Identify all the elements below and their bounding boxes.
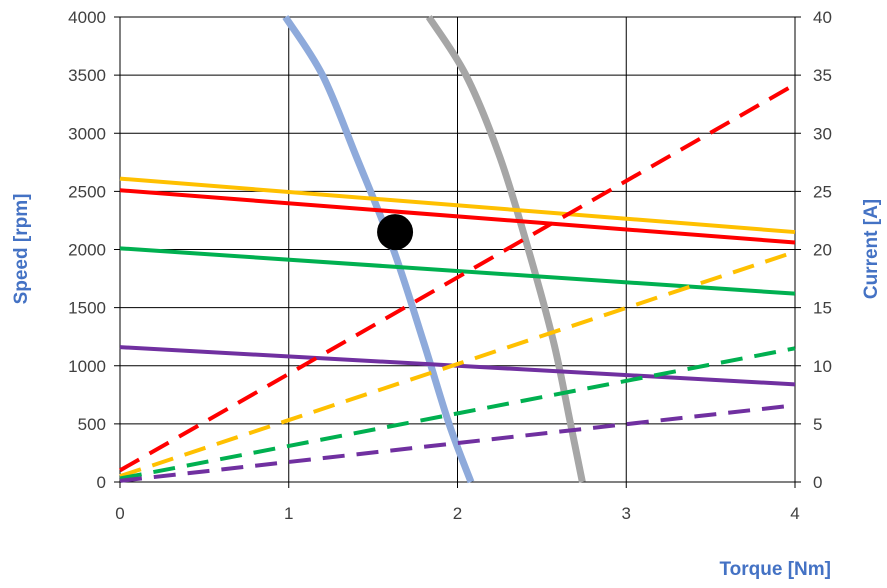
x-tick-label: 2	[453, 504, 462, 523]
series-current-red	[119, 82, 796, 473]
x-tick-label: 4	[790, 504, 799, 523]
y-axis-right-title: Current [A]	[861, 199, 882, 299]
y-left-tick-label: 2500	[68, 182, 106, 201]
series-speed-yellow	[119, 176, 796, 235]
operating-point-marker	[377, 214, 414, 251]
y-axis-left-title: Speed [rpm]	[11, 194, 32, 305]
y-right-tick-label: 35	[813, 66, 832, 85]
series-current-purple	[119, 403, 796, 483]
series-speed-red	[119, 188, 796, 245]
y-right-tick-label: 25	[813, 182, 832, 201]
series-current-green	[119, 346, 796, 481]
y-left-tick-label: 2000	[68, 241, 106, 260]
series-limit-gray	[425, 15, 586, 483]
y-left-tick-label: 1000	[68, 357, 106, 376]
y-left-tick-label: 500	[78, 415, 106, 434]
series-speed-green	[119, 246, 796, 296]
x-tick-label: 1	[284, 504, 293, 523]
tick-labels: 0500100015002000250030003500400005101520…	[68, 8, 832, 523]
series-group	[119, 15, 796, 484]
y-left-tick-label: 0	[97, 473, 106, 492]
x-tick-label: 3	[622, 504, 631, 523]
y-right-tick-label: 15	[813, 299, 832, 318]
x-tick-label: 0	[115, 504, 124, 523]
x-axis-title: Torque [Nm]	[719, 559, 831, 580]
y-left-tick-label: 4000	[68, 8, 106, 27]
y-right-tick-label: 5	[813, 415, 822, 434]
y-right-tick-label: 10	[813, 357, 832, 376]
y-left-tick-label: 1500	[68, 299, 106, 318]
y-right-tick-label: 40	[813, 8, 832, 27]
series-current-yellow	[119, 249, 796, 479]
y-right-tick-label: 20	[813, 241, 832, 260]
y-left-tick-label: 3000	[68, 124, 106, 143]
y-right-tick-label: 30	[813, 124, 832, 143]
y-right-tick-label: 0	[813, 473, 822, 492]
y-left-tick-label: 3500	[68, 66, 106, 85]
